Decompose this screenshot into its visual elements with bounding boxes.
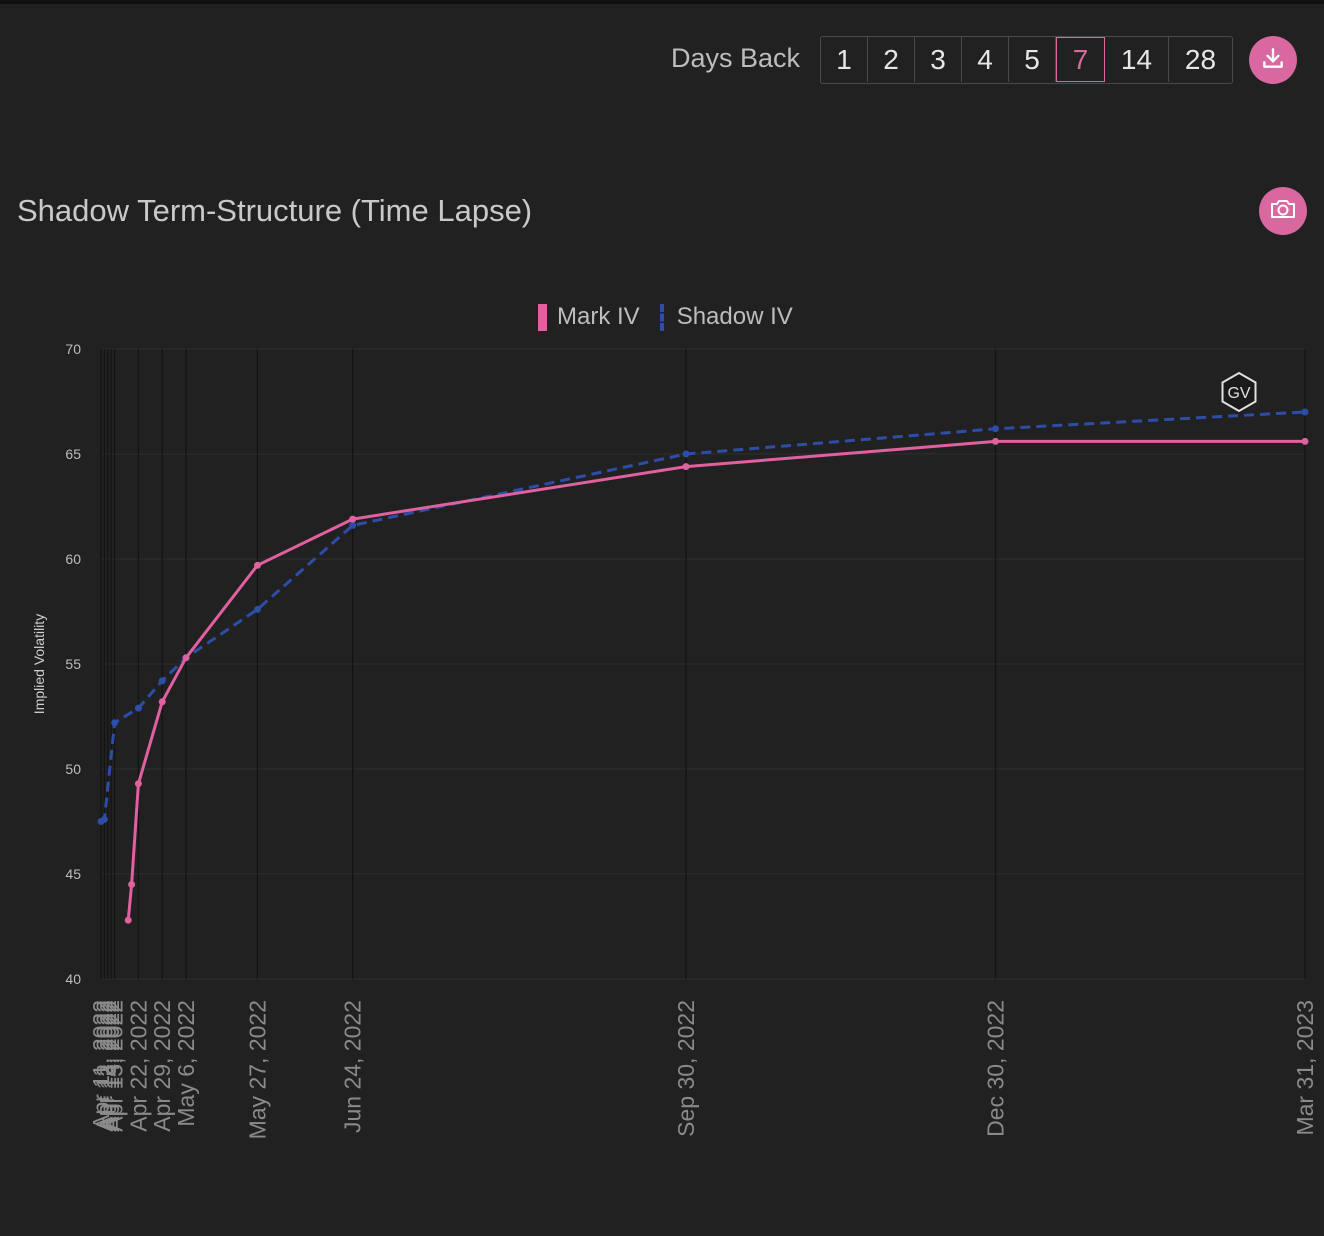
data-point-mark-iv — [682, 463, 690, 471]
data-point-mark-iv — [124, 916, 132, 924]
x-tick-label: May 27, 2022 — [244, 1000, 270, 1139]
legend-swatch-shadow-iv — [659, 303, 669, 331]
days-back-label: Days Back — [671, 43, 801, 73]
data-point-mark-iv — [128, 881, 136, 888]
y-tick-label: 40 — [65, 971, 81, 987]
x-tick-label: Apr 15, 2022 — [102, 1000, 128, 1132]
days-button-4[interactable]: 4 — [962, 37, 1009, 82]
x-tick-label: Apr 22, 2022 — [125, 1000, 151, 1132]
data-point-mark-iv — [253, 561, 261, 569]
legend-label-mark-iv: Mark IV — [557, 303, 640, 330]
days-button-5[interactable]: 5 — [1009, 37, 1056, 82]
svg-text:GV: GV — [1227, 385, 1250, 402]
data-point-shadow-iv — [1301, 408, 1309, 416]
series-line-shadow-iv — [100, 410, 1306, 823]
data-point-shadow-iv — [991, 425, 999, 433]
legend-item-shadow-iv[interactable]: Shadow IV — [659, 303, 793, 331]
x-tick-label: Apr 13, 2022 — [95, 1000, 121, 1132]
x-tick-label: May 6, 2022 — [173, 1000, 199, 1127]
x-tick-label: Dec 30, 2022 — [982, 1000, 1008, 1137]
y-tick-label: 65 — [65, 446, 81, 462]
data-point-shadow-iv — [682, 450, 690, 458]
x-tick-label: Mar 31, 2023 — [1292, 1000, 1318, 1136]
legend-item-mark-iv[interactable]: Mark IV — [538, 303, 640, 331]
series-line-mark-iv — [126, 439, 1305, 921]
download-icon — [1260, 45, 1286, 76]
x-tick-label: Apr 11, 2022 — [88, 1000, 114, 1130]
x-tick-label: Apr 12, 2022 — [91, 1000, 117, 1132]
data-point-mark-iv — [134, 780, 142, 788]
days-button-2[interactable]: 2 — [868, 37, 915, 82]
x-tick-label: Apr 29, 2022 — [149, 1000, 175, 1132]
data-point-shadow-iv — [253, 605, 261, 613]
data-point-mark-iv — [182, 654, 190, 662]
y-axis-title: Implied Volatility — [31, 614, 47, 714]
chart-legend: Mark IV Shadow IV — [538, 303, 813, 331]
legend-swatch-mark-iv — [538, 303, 547, 331]
days-button-14[interactable]: 14 — [1105, 37, 1169, 82]
days-button-1[interactable]: 1 — [821, 37, 868, 82]
days-button-28[interactable]: 28 — [1184, 43, 1217, 75]
data-point-mark-iv — [1301, 437, 1309, 445]
top-border — [0, 0, 1324, 4]
screenshot-button[interactable] — [1259, 187, 1307, 235]
y-tick-label: 55 — [65, 656, 81, 672]
x-tick-label: Apr 14, 2022 — [98, 1000, 124, 1132]
camera-icon — [1269, 197, 1297, 226]
legend-label-shadow-iv: Shadow IV — [676, 303, 793, 330]
x-tick-label: Jun 24, 2022 — [340, 1000, 366, 1133]
download-button[interactable] — [1249, 36, 1297, 84]
data-point-mark-iv — [158, 698, 166, 706]
chart-title: Shadow Term-Structure (Time Lapse) — [17, 193, 533, 228]
data-point-mark-iv — [991, 437, 999, 445]
y-tick-label: 70 — [65, 341, 81, 357]
gv-logo-icon: GV — [1221, 371, 1257, 413]
data-point-shadow-iv — [100, 815, 108, 823]
y-tick-label: 45 — [65, 866, 81, 882]
data-point-mark-iv — [349, 515, 357, 523]
x-tick-label: Sep 30, 2022 — [673, 1000, 699, 1137]
y-tick-label: 60 — [65, 551, 81, 567]
data-point-shadow-iv — [134, 704, 142, 712]
days-button-7[interactable]: 7 — [1056, 37, 1105, 82]
data-point-shadow-iv — [111, 719, 119, 727]
days-back-selector: 1 2 3 4 5 7 14 28 — [820, 36, 1233, 84]
days-button-3[interactable]: 3 — [915, 37, 962, 82]
data-point-shadow-iv — [158, 677, 166, 685]
data-point-shadow-iv — [349, 521, 357, 529]
y-tick-label: 50 — [65, 761, 81, 777]
